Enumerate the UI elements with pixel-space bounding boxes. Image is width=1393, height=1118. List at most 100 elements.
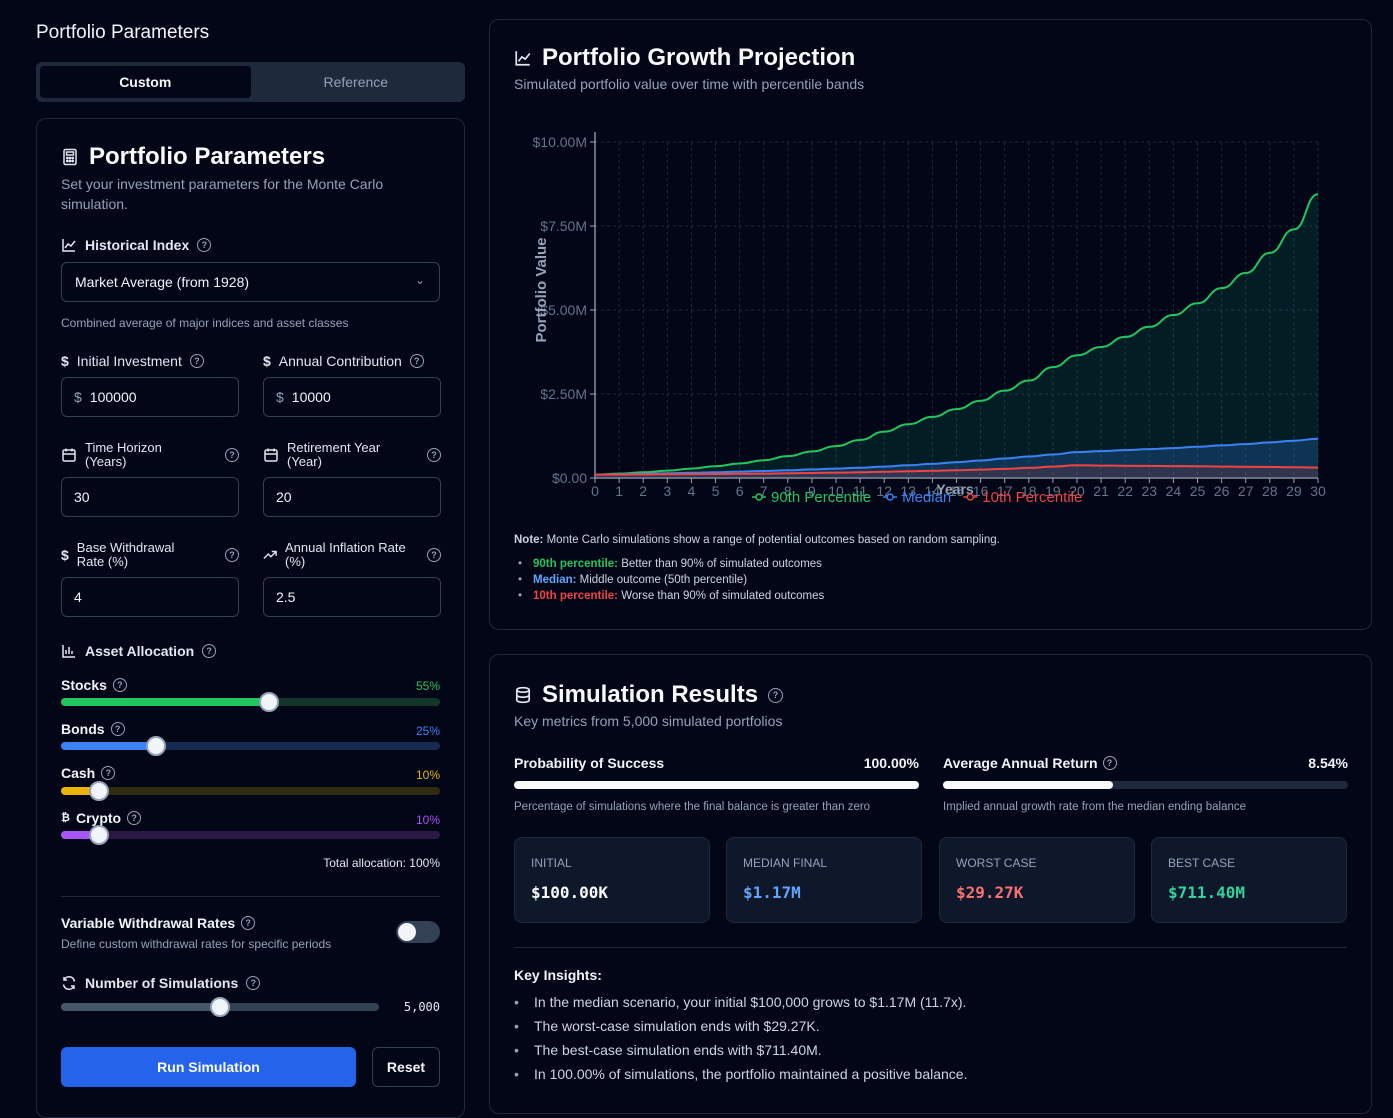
- cash-fill: [61, 787, 99, 795]
- series-area: [595, 438, 1318, 478]
- historical-index-label: Historical Index ?: [61, 237, 212, 253]
- help-icon[interactable]: ?: [225, 448, 239, 462]
- results-heading: Simulation Results ?: [514, 681, 784, 709]
- legend-label: 10th Percentile: [982, 489, 1082, 506]
- note-item: 90th percentile: Better than 90% of simu…: [516, 558, 824, 574]
- stat-worst-case: WORST CASE $29.27K: [939, 837, 1135, 923]
- inflation-rate-input[interactable]: 2.5: [263, 577, 441, 617]
- x-tick-label: 28: [1262, 483, 1278, 499]
- x-tick-label: 2: [639, 483, 647, 499]
- tab-reference[interactable]: Reference: [323, 74, 389, 90]
- simulations-value: 5,000: [403, 1000, 440, 1014]
- withdrawal-rate-input[interactable]: 4: [61, 577, 239, 617]
- retirement-year-input[interactable]: 20: [263, 477, 441, 517]
- help-icon[interactable]: ?: [768, 687, 784, 703]
- growth-card: Portfolio Growth Projection Simulated po…: [489, 19, 1372, 630]
- note-item: 10th percentile: Worse than 90% of simul…: [516, 590, 824, 606]
- parameters-card: Portfolio Parameters Set your investment…: [36, 118, 465, 1118]
- stocks-label: Stocks?: [61, 677, 127, 693]
- x-tick-label: 7: [760, 483, 768, 499]
- help-icon[interactable]: ?: [110, 722, 125, 736]
- crypto-thumb[interactable]: [88, 825, 109, 845]
- total-allocation: Total allocation: 100%: [323, 856, 440, 870]
- chart-line-icon: [515, 51, 531, 66]
- parameters-subtitle: Set your investment parameters for the M…: [61, 176, 384, 212]
- refresh-icon: [62, 975, 76, 991]
- insight-item: The best-case simulation ends with $711.…: [514, 1042, 968, 1066]
- legend-marker: [755, 493, 763, 501]
- simulations-slider[interactable]: [61, 997, 379, 1017]
- help-icon[interactable]: ?: [409, 354, 424, 368]
- x-tick-label: 3: [663, 483, 671, 499]
- x-tick-label: 16: [973, 483, 989, 499]
- mode-tabs: Custom Reference: [36, 62, 465, 102]
- initial-investment-input[interactable]: $100000: [61, 377, 239, 417]
- results-card: Simulation Results ? Key metrics from 5,…: [489, 654, 1372, 1114]
- help-icon[interactable]: ?: [427, 548, 441, 562]
- x-tick-label: 20: [1069, 483, 1085, 499]
- x-tick-label: 15: [949, 483, 965, 499]
- historical-index-help: Combined average of major indices and as…: [61, 316, 349, 330]
- calculator-icon: [63, 148, 77, 166]
- help-icon[interactable]: ?: [1102, 756, 1117, 770]
- page-title: Portfolio Parameters: [36, 22, 210, 43]
- time-horizon-input[interactable]: 30: [61, 477, 239, 517]
- help-icon[interactable]: ?: [202, 644, 217, 658]
- insight-item: In 100.00% of simulations, the portfolio…: [514, 1066, 968, 1090]
- stat-median-final: MEDIAN FINAL $1.17M: [726, 837, 922, 923]
- x-tick-label: 21: [1093, 483, 1109, 499]
- run-simulation-button[interactable]: Run Simulation: [61, 1047, 356, 1087]
- allocation-sliders: Stocks? 55% Bonds? 25% Cash? 10% ₿ Crypto…: [61, 677, 440, 877]
- cash-thumb[interactable]: [88, 781, 109, 801]
- help-icon[interactable]: ?: [241, 916, 256, 930]
- x-tick-label: 0: [591, 483, 599, 499]
- note-item: Median: Middle outcome (50th percentile): [516, 574, 824, 590]
- tab-custom[interactable]: Custom: [40, 66, 251, 98]
- bonds-thumb[interactable]: [145, 736, 166, 756]
- simulations-thumb[interactable]: [210, 997, 230, 1017]
- success-desc: Percentage of simulations where the fina…: [514, 801, 871, 813]
- cash-slider[interactable]: [61, 781, 440, 801]
- divider: [61, 896, 440, 897]
- stocks-thumb[interactable]: [259, 692, 280, 712]
- help-icon[interactable]: ?: [112, 678, 127, 692]
- help-icon[interactable]: ?: [189, 354, 204, 368]
- help-icon[interactable]: ?: [427, 448, 441, 462]
- variable-withdrawal-toggle[interactable]: [396, 921, 440, 943]
- cash-label: Cash?: [61, 765, 116, 781]
- dollar-icon: $: [61, 547, 69, 563]
- historical-index-select[interactable]: Market Average (from 1928) ⌄: [61, 262, 440, 302]
- y-tick-label: $5.00M: [540, 302, 587, 318]
- x-tick-label: 22: [1117, 483, 1133, 499]
- x-tick-label: 30: [1310, 483, 1326, 499]
- withdrawal-rate-label: $ Base Withdrawal Rate (%) ?: [61, 541, 239, 569]
- help-icon[interactable]: ?: [246, 976, 261, 990]
- time-horizon-label: Time Horizon (Years) ?: [61, 441, 239, 469]
- annual-return-metric: Average Annual Return? 8.54% Implied ann…: [943, 755, 1348, 813]
- insights-list: In the median scenario, your initial $10…: [514, 994, 968, 1090]
- success-value: 100.00%: [863, 755, 919, 771]
- help-icon[interactable]: ?: [101, 766, 116, 780]
- annual-return-bar-fill: [943, 781, 1114, 789]
- annual-contribution-input[interactable]: $10000: [263, 377, 441, 417]
- insight-item: In the median scenario, your initial $10…: [514, 994, 968, 1018]
- crypto-slider[interactable]: [61, 825, 440, 845]
- success-label: Probability of Success: [514, 755, 665, 771]
- crypto-percent: 10%: [415, 813, 440, 827]
- series-line: [594, 437, 1319, 476]
- reset-button[interactable]: Reset: [372, 1047, 440, 1087]
- help-icon[interactable]: ?: [127, 811, 142, 825]
- help-icon[interactable]: ?: [197, 238, 212, 252]
- success-bar: [514, 781, 919, 789]
- bonds-slider[interactable]: [61, 736, 440, 756]
- bar-chart-icon: [62, 645, 75, 658]
- legend-marker: [966, 493, 975, 501]
- x-tick-label: 18: [1021, 483, 1037, 499]
- y-tick-label: $7.50M: [540, 218, 587, 234]
- bonds-fill: [61, 742, 156, 750]
- stocks-slider[interactable]: [61, 692, 440, 712]
- bonds-label: Bonds?: [61, 721, 125, 737]
- help-icon[interactable]: ?: [225, 548, 239, 562]
- asset-allocation-label: Asset Allocation ?: [61, 643, 217, 659]
